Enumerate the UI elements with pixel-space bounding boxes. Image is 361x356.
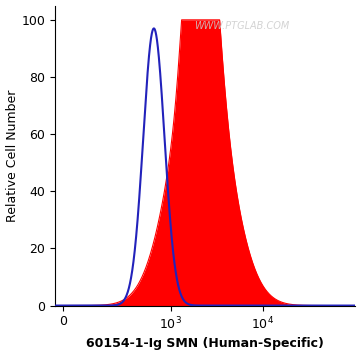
X-axis label: 60154-1-Ig SMN (Human-Specific): 60154-1-Ig SMN (Human-Specific) [86, 337, 324, 350]
Y-axis label: Relative Cell Number: Relative Cell Number [5, 89, 18, 222]
Text: WWW.PTGLAB.COM: WWW.PTGLAB.COM [193, 21, 289, 31]
